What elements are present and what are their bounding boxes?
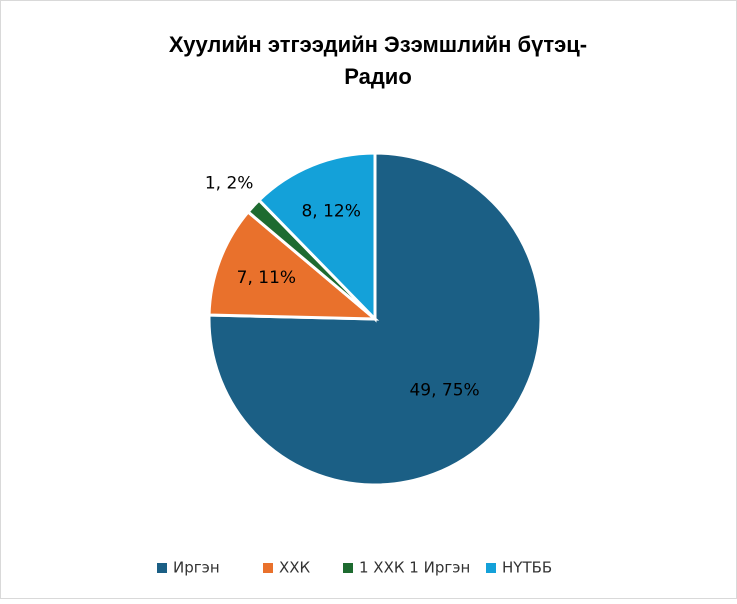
legend-label: 1 ХХК 1 Иргэн [359, 559, 470, 577]
legend-label: ХХК [279, 559, 311, 577]
data-label: 8, 12% [301, 201, 360, 221]
data-label: 49, 75% [409, 380, 479, 400]
legend-swatch [157, 563, 167, 573]
legend-swatch [343, 563, 353, 573]
legend-label: Иргэн [173, 559, 220, 577]
legend-swatch [263, 563, 273, 573]
pie-slice [207, 209, 380, 321]
data-label: 7, 11% [237, 268, 296, 288]
data-label: 1, 2% [205, 173, 254, 193]
pie-slice [207, 151, 543, 487]
chart-title: Радио [344, 64, 412, 89]
chart-title: Хуулийн этгээдийн Эзэмшлийн бүтэц- [169, 32, 587, 57]
pie-slice [256, 151, 377, 323]
legend-label: НҮТББ [502, 559, 552, 577]
legend-swatch [486, 563, 496, 573]
